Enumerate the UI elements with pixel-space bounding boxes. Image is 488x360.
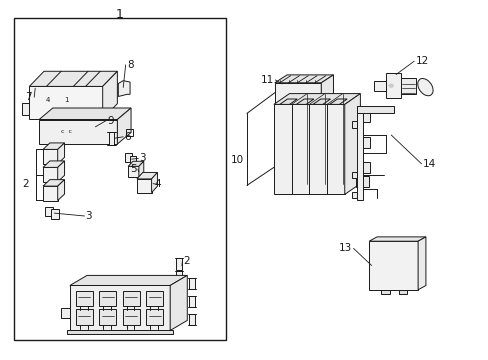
Polygon shape	[356, 106, 393, 113]
Polygon shape	[146, 291, 163, 306]
Text: 7: 7	[25, 92, 32, 102]
Polygon shape	[188, 278, 195, 289]
Polygon shape	[368, 241, 417, 290]
Text: 14: 14	[422, 159, 435, 169]
Polygon shape	[312, 99, 330, 104]
Polygon shape	[58, 180, 64, 201]
Polygon shape	[43, 186, 58, 201]
Polygon shape	[29, 71, 117, 86]
Text: 1: 1	[63, 97, 68, 103]
Polygon shape	[29, 86, 102, 119]
Polygon shape	[344, 94, 360, 194]
Polygon shape	[417, 237, 425, 290]
Polygon shape	[67, 330, 172, 334]
Text: 11: 11	[260, 75, 273, 85]
Polygon shape	[22, 103, 29, 115]
Polygon shape	[43, 143, 64, 149]
Text: 6: 6	[124, 132, 131, 142]
Polygon shape	[176, 271, 182, 283]
Polygon shape	[296, 99, 313, 104]
Text: 9: 9	[107, 116, 114, 126]
Text: 4: 4	[154, 179, 161, 189]
Polygon shape	[102, 71, 117, 119]
Polygon shape	[99, 309, 116, 325]
Text: 10: 10	[230, 155, 243, 165]
Polygon shape	[129, 156, 136, 165]
Polygon shape	[356, 106, 362, 200]
Polygon shape	[124, 153, 131, 162]
Polygon shape	[139, 161, 143, 177]
Polygon shape	[137, 172, 157, 179]
Text: 8: 8	[127, 60, 134, 70]
Polygon shape	[76, 309, 93, 325]
Text: 5: 5	[130, 164, 137, 174]
Polygon shape	[51, 209, 59, 219]
Polygon shape	[108, 132, 114, 145]
Text: 12: 12	[415, 56, 428, 66]
Polygon shape	[39, 120, 117, 144]
Circle shape	[388, 84, 393, 87]
Polygon shape	[274, 75, 333, 83]
Polygon shape	[381, 290, 389, 294]
Polygon shape	[122, 309, 140, 325]
Text: 13: 13	[338, 243, 351, 253]
Polygon shape	[170, 275, 187, 330]
Polygon shape	[188, 296, 195, 307]
Polygon shape	[398, 290, 407, 294]
Polygon shape	[43, 161, 64, 167]
Polygon shape	[70, 285, 170, 330]
Polygon shape	[117, 108, 131, 144]
Polygon shape	[122, 291, 140, 306]
Polygon shape	[176, 258, 182, 270]
Polygon shape	[329, 99, 346, 104]
Polygon shape	[351, 121, 356, 128]
Polygon shape	[273, 104, 344, 194]
Ellipse shape	[417, 78, 432, 96]
Polygon shape	[146, 309, 163, 325]
Polygon shape	[368, 237, 425, 241]
Polygon shape	[321, 75, 333, 103]
Polygon shape	[128, 161, 143, 166]
Polygon shape	[61, 308, 70, 318]
Polygon shape	[360, 137, 369, 148]
Polygon shape	[360, 162, 369, 173]
Polygon shape	[355, 176, 368, 187]
Polygon shape	[70, 275, 187, 285]
Polygon shape	[39, 108, 131, 120]
Polygon shape	[43, 149, 58, 164]
Polygon shape	[99, 291, 116, 306]
Polygon shape	[45, 207, 53, 216]
Polygon shape	[151, 172, 157, 193]
Polygon shape	[58, 161, 64, 182]
Polygon shape	[188, 314, 195, 325]
Polygon shape	[137, 179, 151, 193]
Polygon shape	[43, 167, 58, 182]
Polygon shape	[128, 166, 139, 177]
Polygon shape	[273, 94, 360, 104]
Polygon shape	[373, 81, 386, 91]
Polygon shape	[118, 81, 130, 96]
Text: 4: 4	[46, 97, 50, 103]
Text: 2: 2	[22, 179, 29, 189]
Polygon shape	[274, 83, 321, 103]
Polygon shape	[351, 172, 356, 178]
Polygon shape	[279, 99, 297, 104]
Text: 3: 3	[139, 153, 146, 163]
Polygon shape	[351, 192, 356, 198]
Text: 3: 3	[85, 211, 92, 221]
Text: 2: 2	[183, 256, 190, 266]
Text: 1: 1	[116, 8, 123, 21]
Text: c  c: c c	[61, 129, 71, 134]
Polygon shape	[400, 78, 415, 94]
Polygon shape	[58, 143, 64, 164]
Polygon shape	[386, 73, 400, 98]
Polygon shape	[43, 180, 64, 186]
Polygon shape	[76, 291, 93, 306]
Polygon shape	[360, 112, 369, 122]
